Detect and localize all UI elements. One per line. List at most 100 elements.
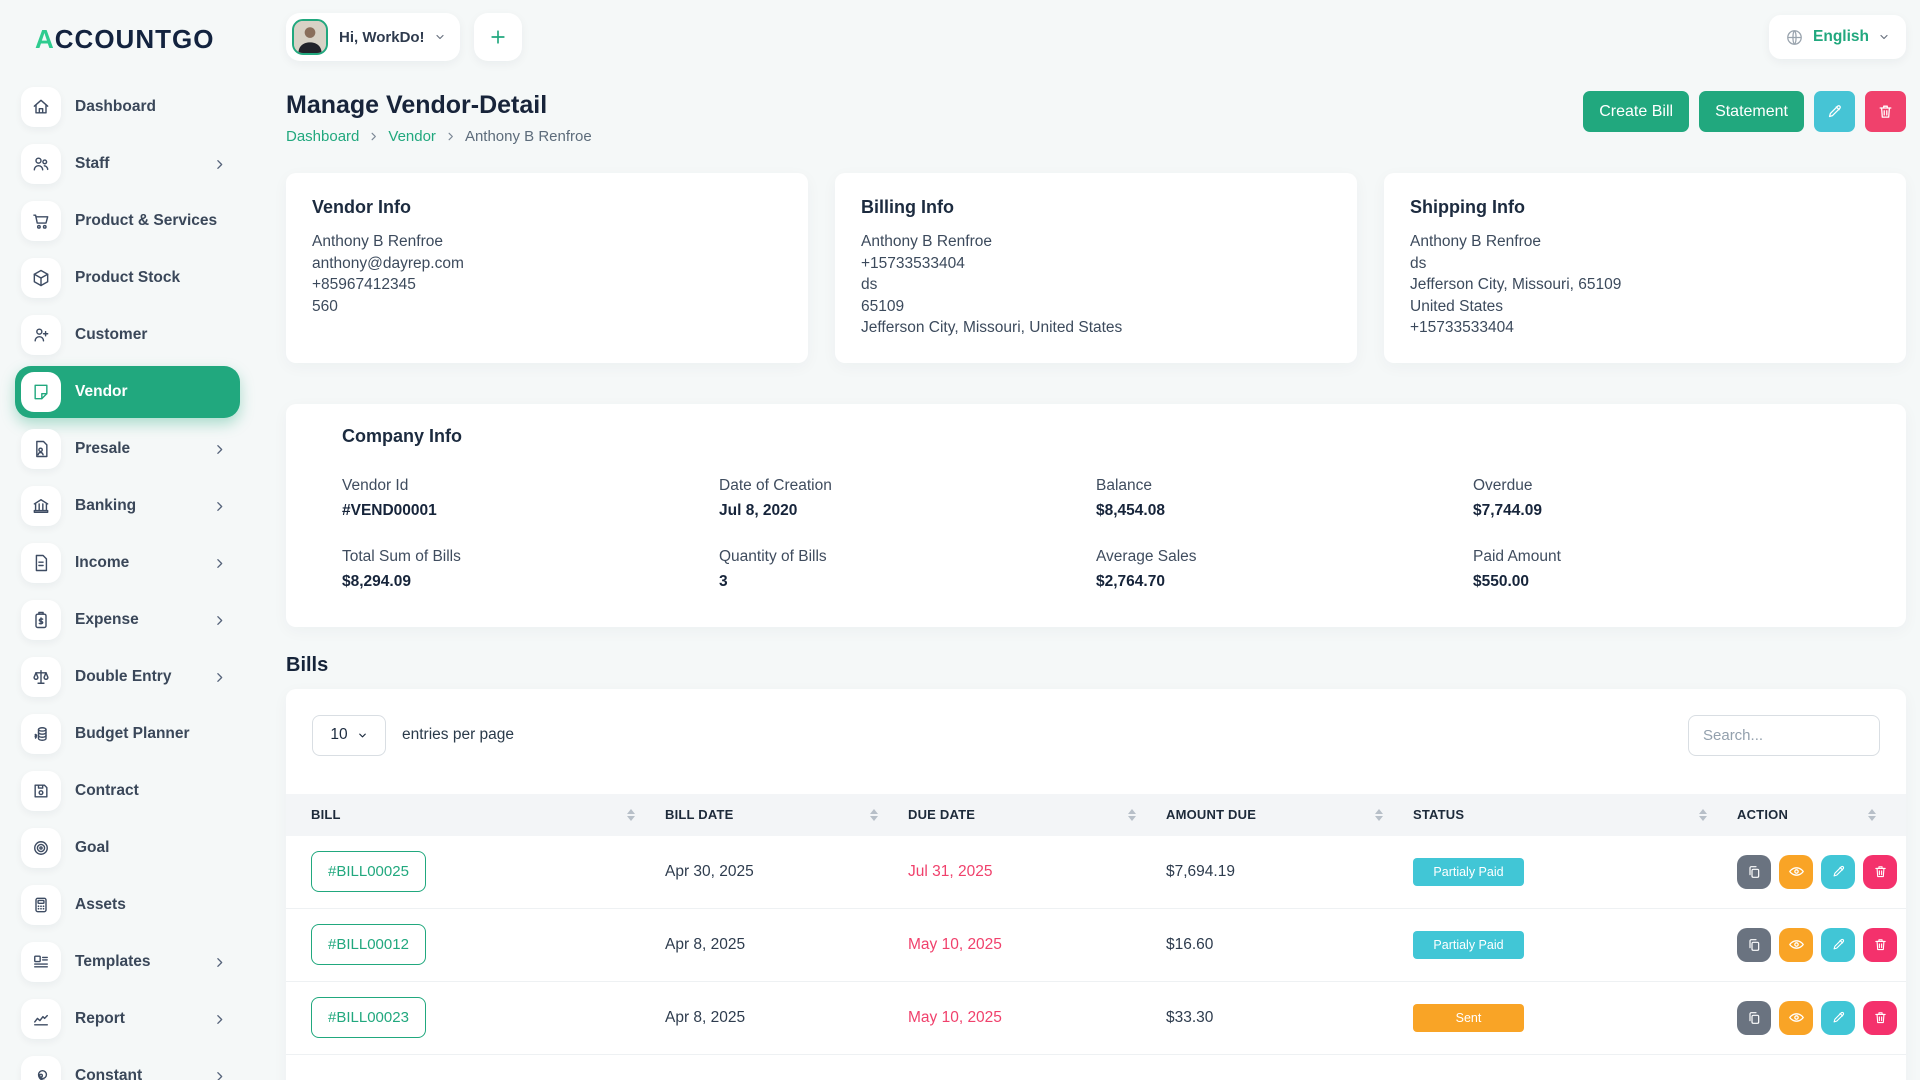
column-header-amount-due[interactable]: AMOUNT DUE — [1166, 807, 1413, 822]
statement-button[interactable]: Statement — [1699, 91, 1804, 132]
edit-button[interactable] — [1821, 927, 1855, 962]
amount-due: $7,694.19 — [1166, 862, 1235, 880]
sidebar-item-budget-planner[interactable]: Budget Planner — [15, 708, 240, 760]
chevron-down-icon — [357, 730, 368, 741]
trash-icon — [1879, 105, 1892, 118]
globe-icon — [1785, 28, 1804, 47]
edit-button[interactable] — [1821, 1000, 1855, 1035]
eye-icon — [1788, 940, 1804, 949]
language-selector[interactable]: English — [1769, 15, 1906, 59]
delete-vendor-button[interactable] — [1865, 91, 1906, 132]
target-icon — [21, 828, 61, 868]
pencil-icon — [1833, 938, 1844, 950]
vendor-info-card: Vendor Info Anthony B Renfroe anthony@da… — [286, 173, 808, 363]
sidebar-item-contract[interactable]: Contract — [15, 765, 240, 817]
sidebar-item-double-entry[interactable]: Double Entry — [15, 651, 240, 703]
delete-button[interactable] — [1863, 1000, 1897, 1035]
sidebar-item-goal[interactable]: Goal — [15, 822, 240, 874]
billing-zip: 65109 — [861, 297, 905, 315]
brand-logo[interactable]: ACCOUNTGO — [0, 24, 255, 81]
sidebar-item-staff[interactable]: Staff — [15, 138, 240, 190]
chevron-right-icon — [213, 158, 226, 171]
duplicate-button[interactable] — [1737, 854, 1771, 889]
sidebar-item-report[interactable]: Report — [15, 993, 240, 1045]
sidebar-item-label: Assets — [75, 896, 126, 913]
edit-vendor-button[interactable] — [1814, 91, 1855, 132]
sidebar-item-label: Templates — [75, 953, 151, 970]
shipping-address: ds — [1410, 254, 1427, 272]
create-bill-button[interactable]: Create Bill — [1583, 91, 1690, 132]
sort-icon — [627, 808, 635, 821]
billing-city: Jefferson City, Missouri, United States — [861, 319, 1123, 336]
brand-logo-accent: A — [35, 24, 55, 54]
delete-button[interactable] — [1863, 854, 1897, 889]
row-actions — [1737, 1000, 1906, 1035]
column-header-action[interactable]: ACTION — [1737, 807, 1906, 822]
sidebar-item-label: Vendor — [75, 383, 128, 400]
duplicate-button[interactable] — [1737, 1000, 1771, 1035]
eye-icon — [1788, 1013, 1804, 1022]
column-header-bill[interactable]: BILL — [311, 807, 665, 822]
sidebar-item-constant[interactable]: Constant — [15, 1050, 240, 1080]
pencil-icon — [1833, 865, 1844, 877]
breadcrumb-vendor[interactable]: Vendor — [388, 128, 436, 145]
shipping-info-card: Shipping Info Anthony B Renfroe ds Jeffe… — [1384, 173, 1906, 363]
sidebar-item-assets[interactable]: Assets — [15, 879, 240, 931]
user-menu[interactable]: Hi, WorkDo! — [286, 13, 460, 61]
pencil-icon — [1828, 105, 1841, 118]
field-value: $550.00 — [1473, 572, 1530, 590]
pencil-icon — [1833, 1011, 1844, 1023]
column-header-status[interactable]: STATUS — [1413, 807, 1737, 822]
sidebar-item-presale[interactable]: Presale — [15, 423, 240, 475]
bill-number-link[interactable]: #BILL00025 — [311, 851, 426, 892]
sidebar-item-templates[interactable]: Templates — [15, 936, 240, 988]
duplicate-button[interactable] — [1737, 927, 1771, 962]
breadcrumb-dashboard[interactable]: Dashboard — [286, 128, 360, 145]
column-header-due-date[interactable]: DUE DATE — [908, 807, 1166, 822]
chart-icon — [21, 999, 61, 1039]
sidebar-item-vendor[interactable]: Vendor — [15, 366, 240, 418]
sort-icon — [1699, 808, 1707, 821]
sidebar-item-customer[interactable]: Customer — [15, 309, 240, 361]
edit-button[interactable] — [1821, 854, 1855, 889]
chevron-right-icon — [213, 1013, 226, 1026]
field-value: $8,454.08 — [1096, 501, 1165, 519]
field-label: Balance — [1096, 476, 1153, 494]
sidebar-item-product-stock[interactable]: Product Stock — [15, 252, 240, 304]
billing-info-card: Billing Info Anthony B Renfroe +15733533… — [835, 173, 1357, 363]
bill-number-link[interactable]: #BILL00023 — [311, 997, 426, 1038]
vendor-email: anthony@dayrep.com — [312, 254, 464, 272]
sidebar-item-banking[interactable]: Banking — [15, 480, 240, 532]
bill-number-link[interactable]: #BILL00012 — [311, 924, 426, 965]
copy-icon — [1749, 938, 1760, 951]
sidebar-item-product-services[interactable]: Product & Services — [15, 195, 240, 247]
package-icon — [21, 258, 61, 298]
vendor-phone: +85967412345 — [312, 276, 416, 293]
field-label: Overdue — [1473, 476, 1533, 494]
search-input[interactable] — [1688, 714, 1880, 756]
sidebar-item-expense[interactable]: Expense — [15, 594, 240, 646]
billing-name: Anthony B Renfroe — [861, 233, 992, 250]
company-field: Average Sales $2,764.70 — [1096, 548, 1473, 591]
field-label: Date of Creation — [719, 476, 832, 494]
note-icon — [21, 372, 61, 412]
entries-per-page-select[interactable]: 10 — [312, 714, 386, 756]
shipping-name: Anthony B Renfroe — [1410, 233, 1541, 250]
table-row: #BILL00025 Apr 30, 2025 Jul 31, 2025 $7,… — [286, 836, 1906, 909]
plus-icon — [490, 30, 505, 44]
column-header-bill-date[interactable]: BILL DATE — [665, 807, 908, 822]
add-button[interactable] — [473, 13, 522, 61]
card-title: Shipping Info — [1410, 197, 1525, 217]
language-label: English — [1813, 28, 1869, 45]
delete-button[interactable] — [1863, 927, 1897, 962]
brand-logo-text: CCOUNTGO — [54, 24, 215, 54]
entries-per-page-label: entries per page — [402, 726, 515, 743]
sidebar-item-label: Income — [75, 554, 130, 571]
field-label: Average Sales — [1096, 547, 1197, 565]
sidebar-item-dashboard[interactable]: Dashboard — [15, 81, 240, 133]
view-button[interactable] — [1779, 854, 1813, 889]
view-button[interactable] — [1779, 927, 1813, 962]
field-value: $2,764.70 — [1096, 572, 1165, 590]
sidebar-item-income[interactable]: Income — [15, 537, 240, 589]
view-button[interactable] — [1779, 1000, 1813, 1035]
